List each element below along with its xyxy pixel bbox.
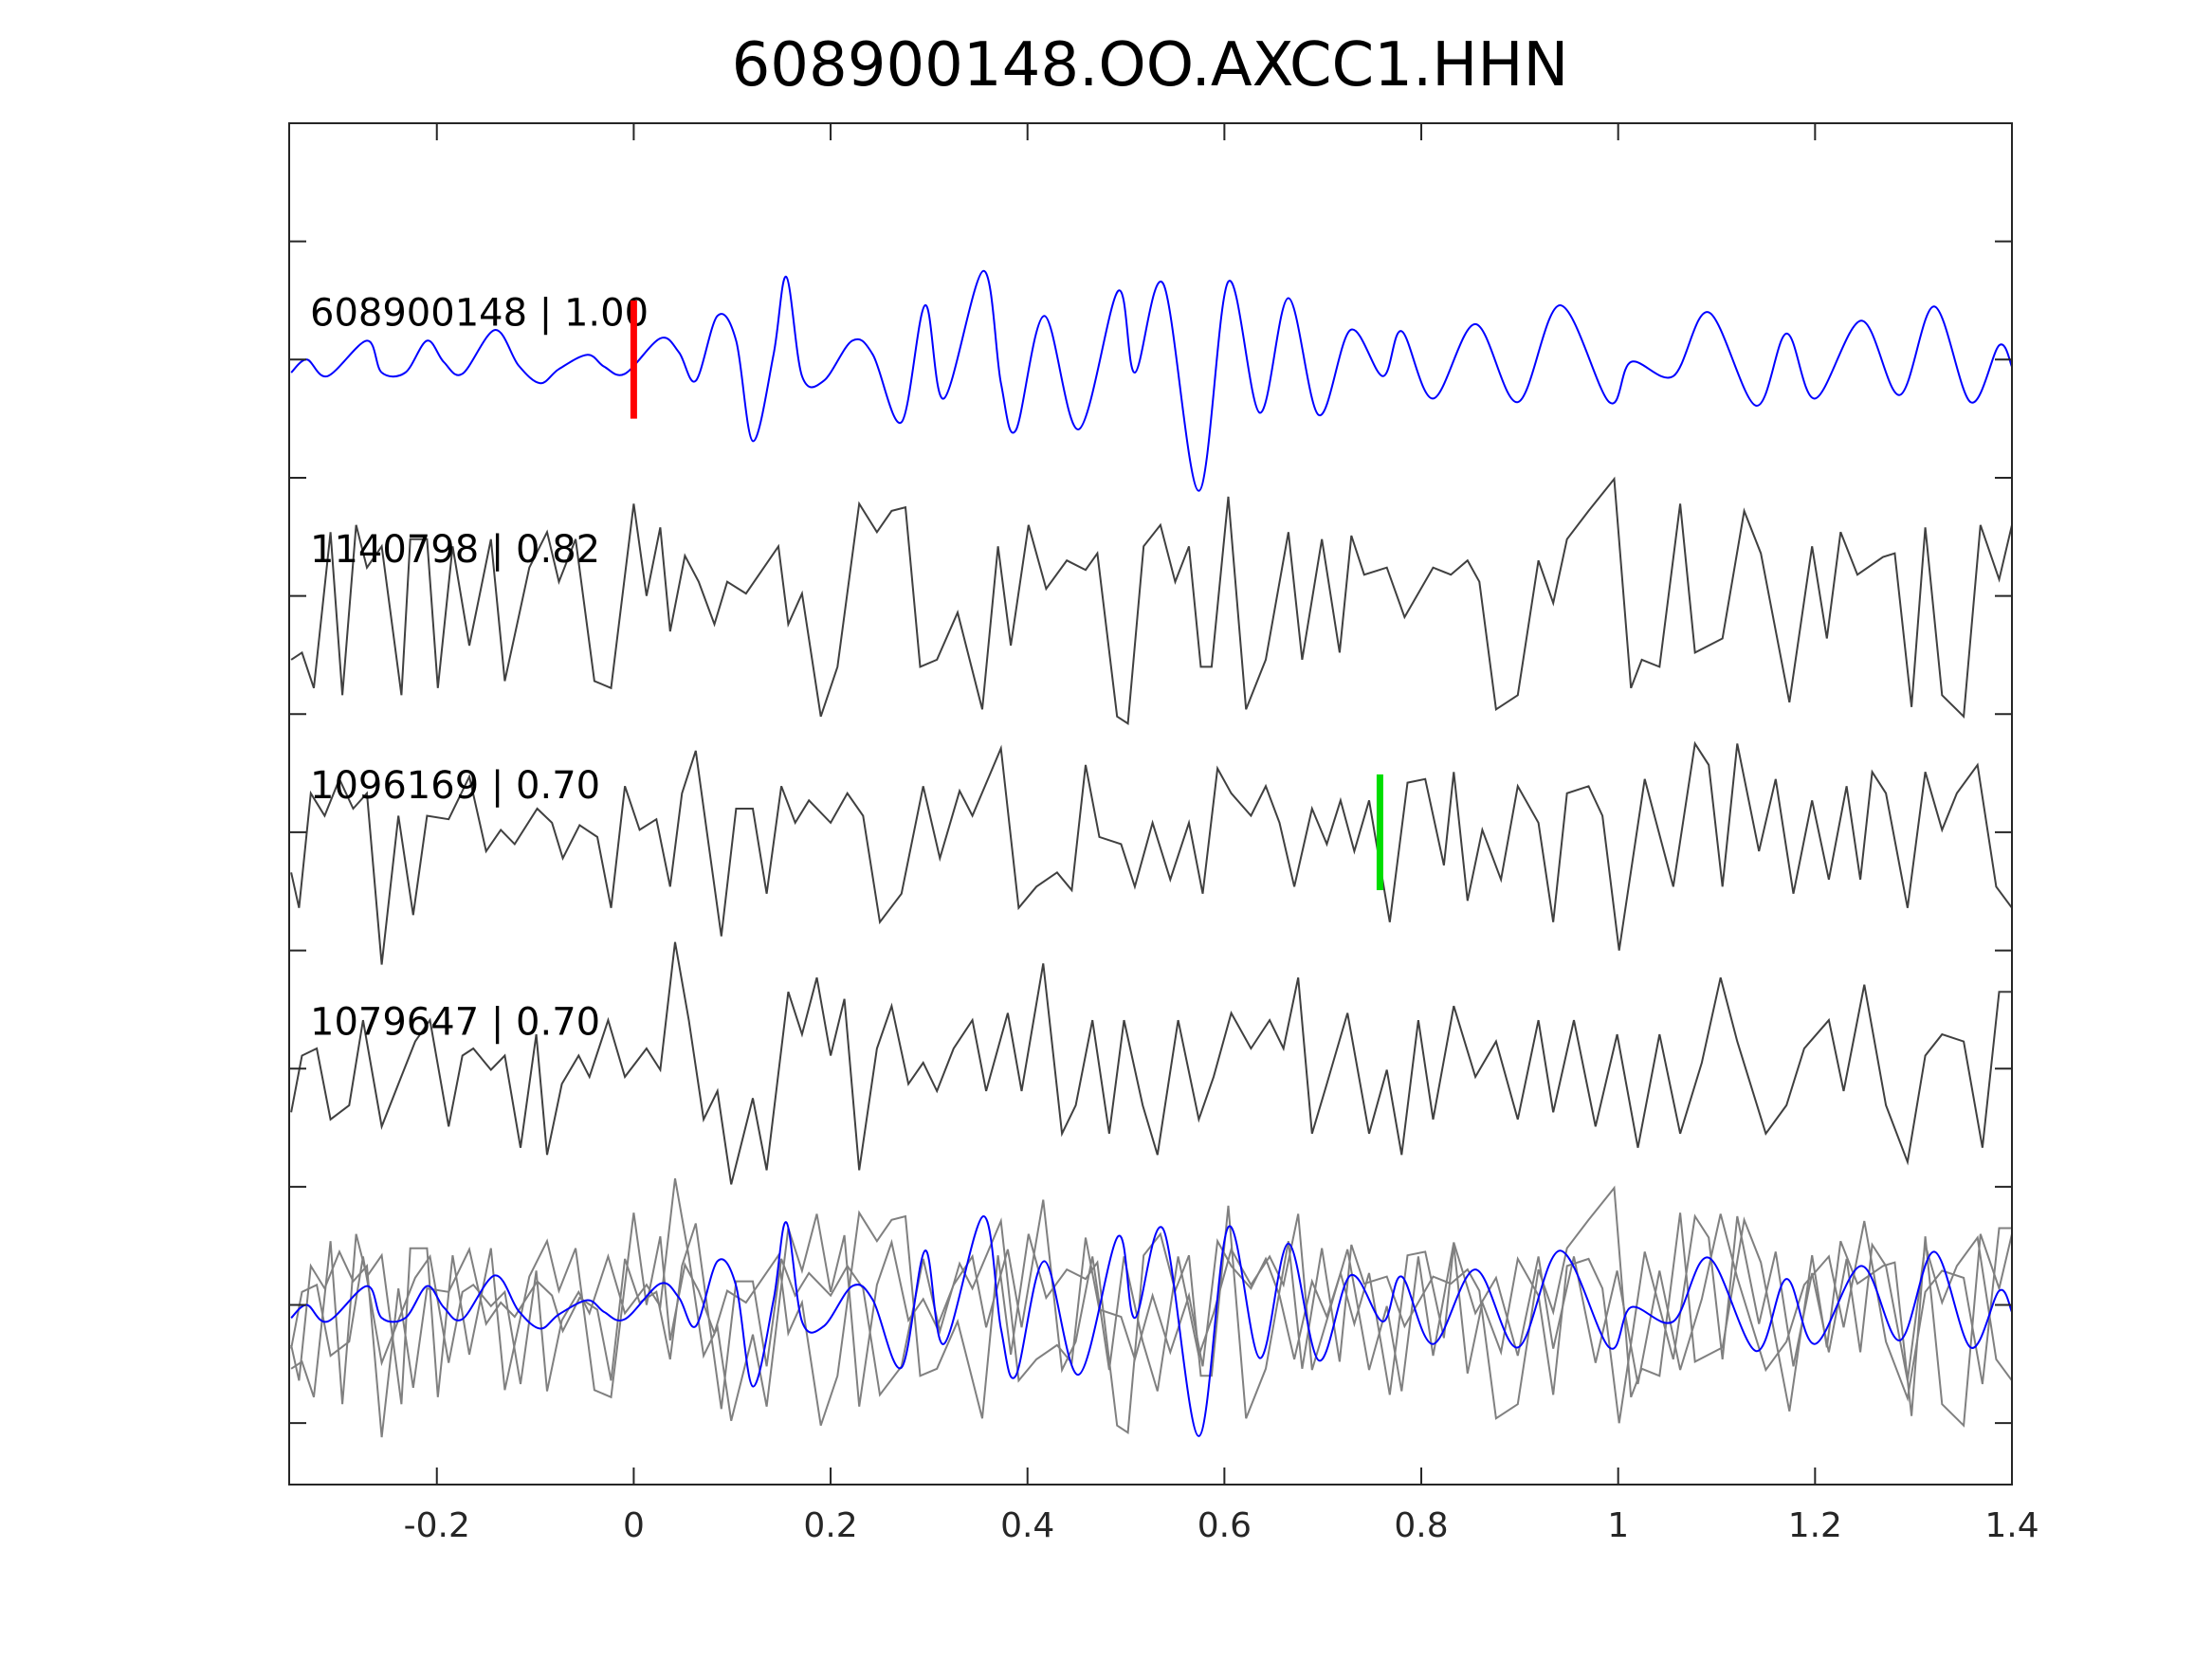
x-tick-label: 1.4: [1984, 1506, 2038, 1545]
x-tick-label: 0.2: [803, 1506, 857, 1545]
trace-1079647: [290, 941, 2012, 1185]
overlay-trace-1096169: [290, 1213, 2013, 1438]
overlay-trace-1079647: [290, 1177, 2012, 1421]
trace-label: 1096169 | 0.70: [310, 764, 600, 808]
x-tick-label: 0: [623, 1506, 645, 1545]
axes-layer: -0.2 0 0.2 0.4 0.6 0.8 1 1.2 1.4: [288, 122, 2039, 1545]
overlay-trace-1140798: [290, 1185, 2013, 1434]
overlay-template-trace: [290, 1214, 2013, 1437]
trace-label: 608900148 | 1.00: [310, 291, 649, 335]
x-tick-label: 1.2: [1788, 1506, 1842, 1545]
trace-608900148: [290, 269, 2013, 492]
traces-layer: 608900148 | 1.00 1140798 | 0.82 1096169 | …: [290, 269, 2013, 1438]
trace-label: 1079647 | 0.70: [310, 1000, 600, 1044]
trace-1096169: [290, 740, 2013, 965]
x-tick-label: 0.4: [1000, 1506, 1054, 1545]
trace-label: 1140798 | 0.82: [310, 528, 600, 572]
x-tick-label: 0.8: [1394, 1506, 1448, 1545]
x-tick-label: -0.2: [404, 1506, 470, 1545]
chart-title: 608900148.OO.AXCC1.HHN: [732, 30, 1569, 100]
x-tick-label: 0.6: [1197, 1506, 1252, 1545]
trace-1140798: [290, 476, 2013, 725]
axes-box: [288, 122, 2013, 1486]
x-tick-label: 1: [1607, 1506, 1629, 1545]
